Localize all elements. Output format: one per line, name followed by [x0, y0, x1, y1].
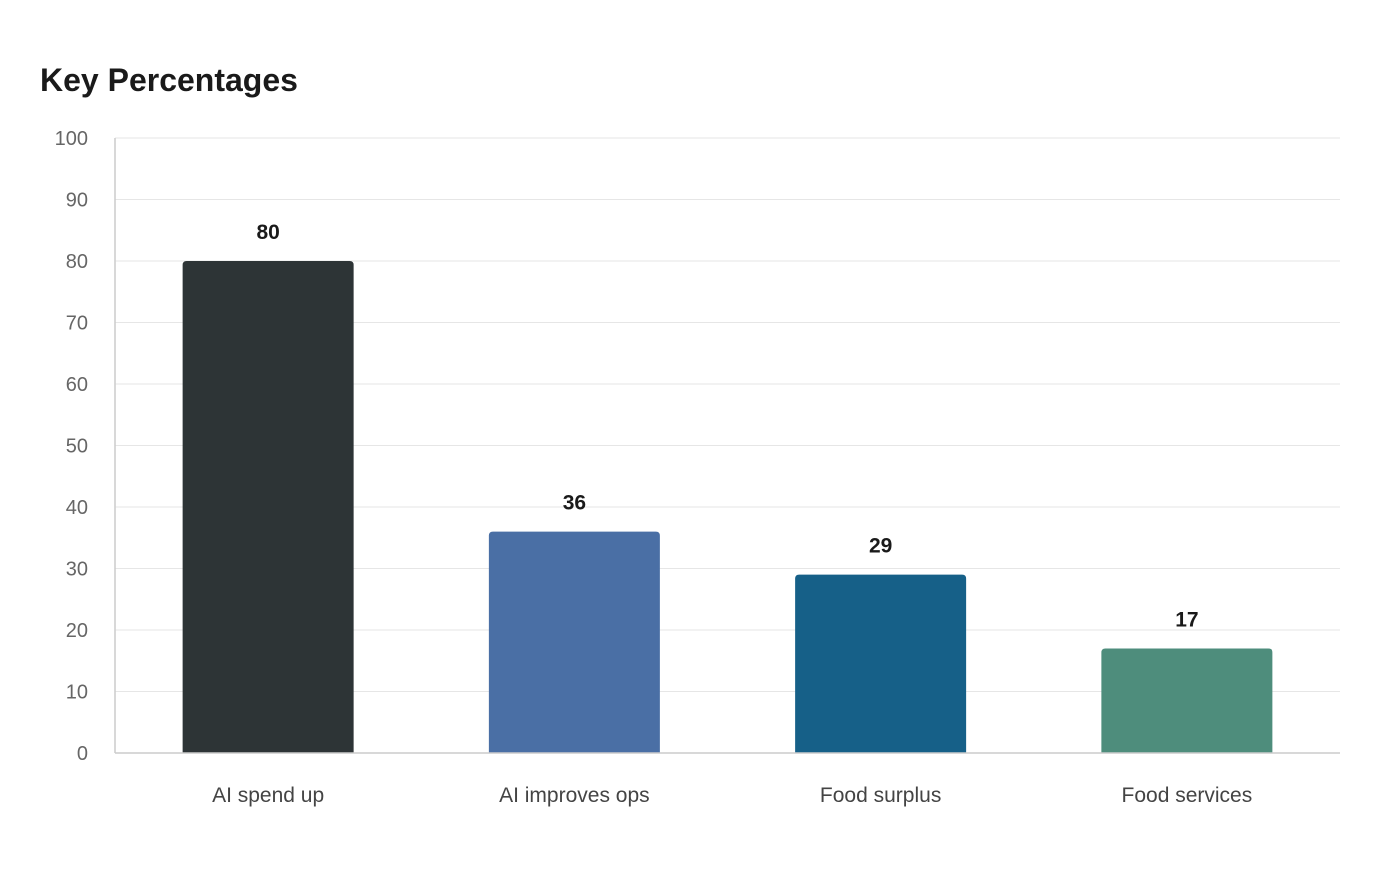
- data-label: 17: [1175, 608, 1198, 631]
- y-axis-ticks: 0 10 20 30 40 50 60 70 80 90 100: [55, 128, 88, 765]
- chart-title: Key Percentages: [40, 62, 298, 98]
- y-tick-label: 90: [66, 190, 88, 212]
- bar: [1101, 648, 1273, 753]
- y-tick-label: 100: [55, 128, 88, 150]
- x-tick-label: AI spend up: [212, 784, 324, 807]
- data-label: 29: [869, 535, 892, 558]
- bar: [488, 531, 660, 753]
- y-tick-label: 70: [66, 313, 88, 335]
- y-tick-label: 80: [66, 251, 88, 273]
- bar: [795, 574, 967, 753]
- x-tick-label: AI improves ops: [499, 784, 650, 807]
- y-tick-label: 30: [66, 559, 88, 581]
- bars: [182, 261, 1273, 753]
- x-axis-ticks: AI spend up AI improves ops Food surplus Fo…: [212, 784, 1252, 807]
- bar: [182, 261, 354, 753]
- y-tick-label: 0: [77, 743, 88, 765]
- data-labels: 80 36 29 17: [256, 221, 1198, 631]
- y-tick-label: 60: [66, 374, 88, 396]
- data-label: 80: [256, 221, 279, 244]
- x-tick-label: Food surplus: [820, 784, 941, 807]
- y-tick-label: 50: [66, 436, 88, 458]
- y-tick-label: 20: [66, 620, 88, 642]
- y-tick-label: 10: [66, 682, 88, 704]
- data-label: 36: [563, 492, 586, 515]
- y-tick-label: 40: [66, 497, 88, 519]
- x-tick-label: Food services: [1122, 784, 1253, 807]
